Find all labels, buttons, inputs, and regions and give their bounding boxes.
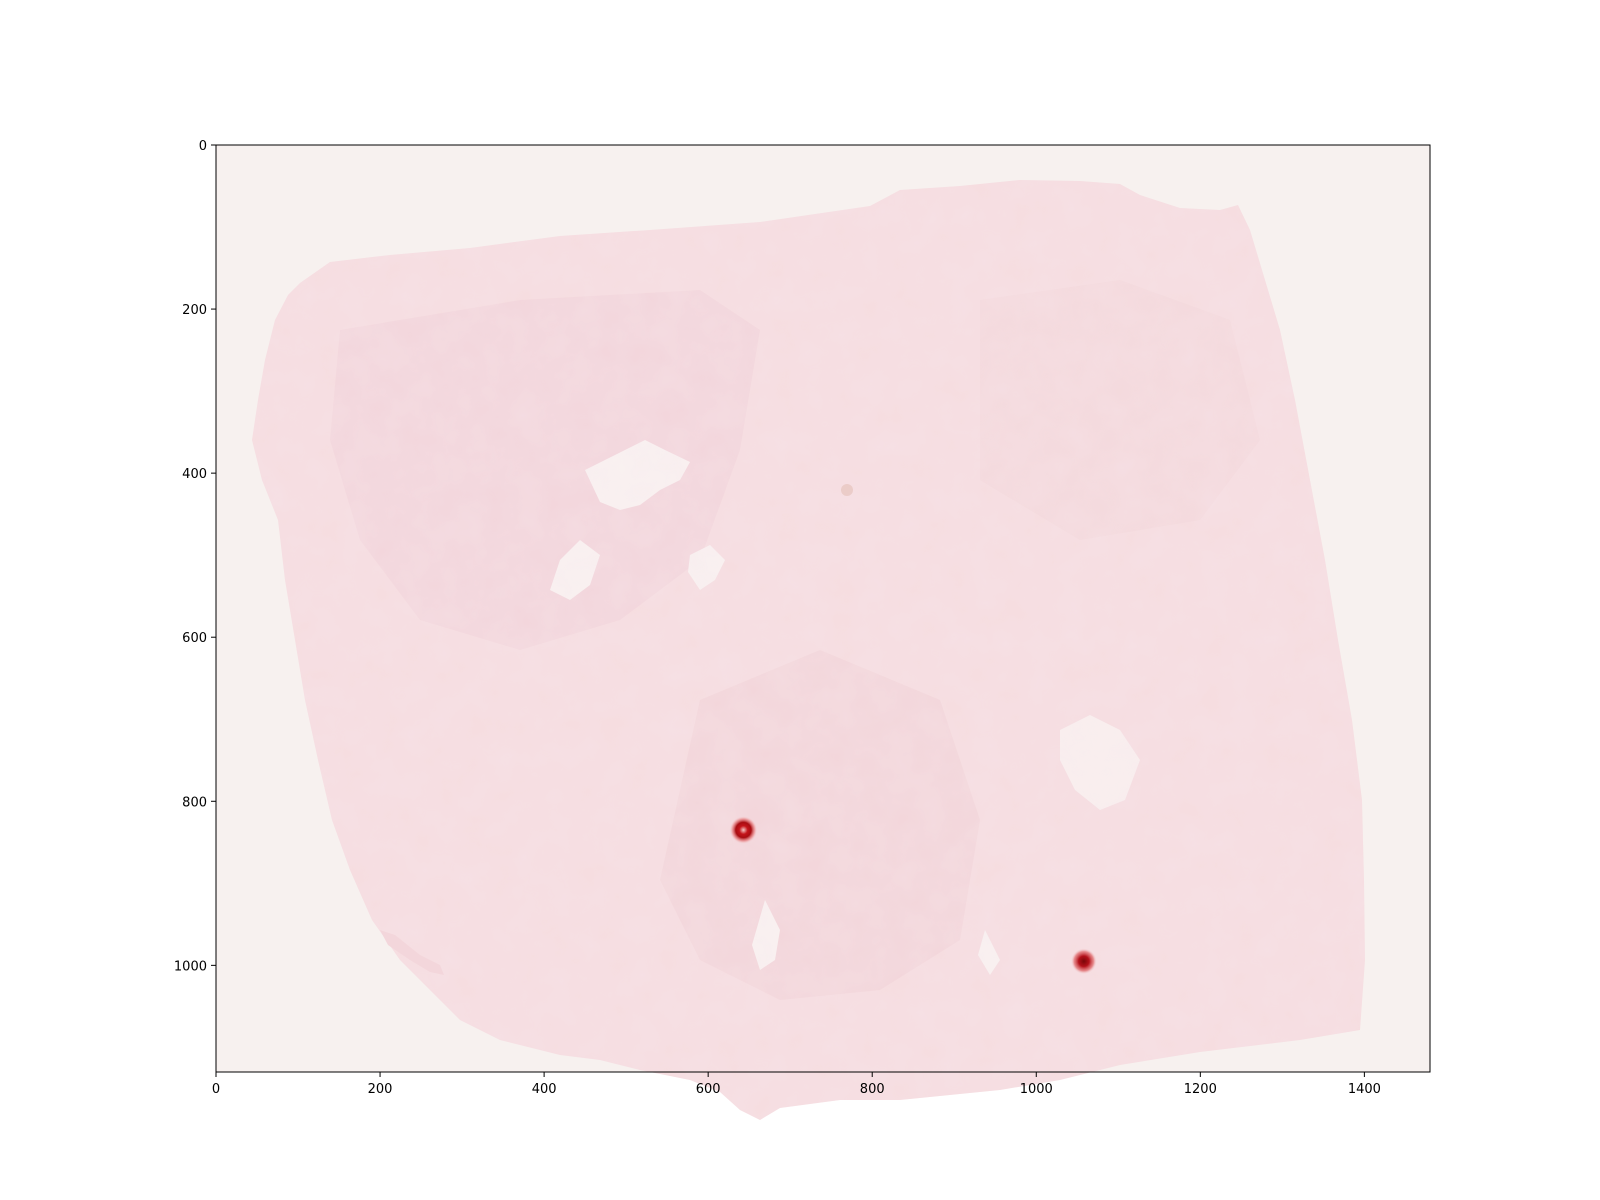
x-axis: 0 200 400 600 800 1000 1200 1400 [212, 1072, 1381, 1097]
x-tick-label: 1200 [1184, 1082, 1217, 1097]
x-tick-label: 1000 [1020, 1082, 1053, 1097]
x-tick-label: 600 [696, 1082, 721, 1097]
axes-frame [215, 144, 1431, 1073]
tissue-section [252, 180, 1365, 1120]
hotspot-marker [729, 815, 758, 844]
x-tick-label: 200 [368, 1082, 393, 1097]
x-tick-label: 400 [532, 1082, 557, 1097]
y-tick-label: 800 [182, 795, 207, 810]
faint-spot [841, 484, 853, 496]
y-tick-label: 1000 [174, 959, 207, 974]
x-tick-label: 800 [860, 1082, 885, 1097]
x-tick-label: 0 [212, 1082, 220, 1097]
tissue-fragment [380, 930, 444, 975]
y-tick-label: 400 [182, 467, 207, 482]
y-tick-label: 200 [182, 303, 207, 318]
y-tick-label: 0 [199, 139, 207, 154]
x-tick-label: 1400 [1348, 1082, 1381, 1097]
hotspot-marker [1070, 948, 1097, 975]
y-axis: 0 200 400 600 800 1000 [174, 139, 216, 974]
y-tick-label: 600 [182, 631, 207, 646]
